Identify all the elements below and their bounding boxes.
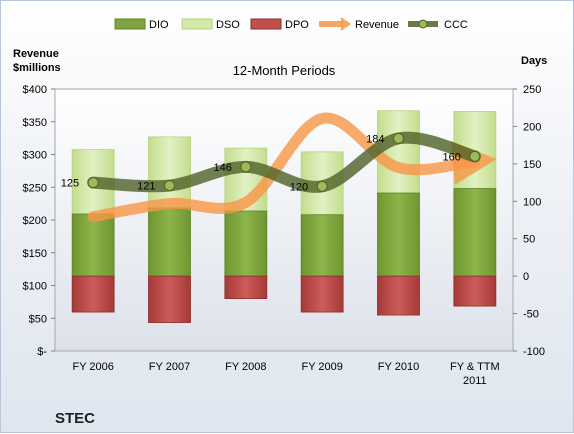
legend-label: DPO	[285, 19, 309, 31]
category-axis: FY 2006 FY 2007 FY 2008 FY 2009 FY 2010 FY & …	[72, 361, 499, 387]
ccc-point	[469, 150, 481, 162]
left-tick-label: $250	[23, 182, 47, 194]
left-tick-label: $200	[23, 215, 47, 227]
right-tick-label: 250	[523, 84, 541, 96]
left-axis: $- $50 $100 $150 $200 $250 $300 $350 $400	[23, 84, 55, 358]
legend-marker	[418, 19, 428, 29]
left-tick-label: $350	[23, 117, 47, 129]
category-label: FY & TTM	[450, 361, 500, 373]
dio-bar	[377, 192, 420, 277]
right-tick-label: 0	[523, 271, 529, 283]
ccc-point	[87, 177, 99, 189]
ccc-data-label: 146	[213, 162, 231, 174]
plot-area	[54, 88, 514, 352]
company-label: STEC	[55, 410, 95, 427]
legend: DIO DSO DPO Revenue CCC	[114, 17, 468, 31]
category-label: FY 2010	[378, 361, 419, 373]
category-label: FY 2006	[72, 361, 113, 373]
ccc-point	[393, 132, 404, 144]
revenue-series	[87, 112, 497, 223]
right-axis: -100 -50 0 50 100 150 200 250	[513, 84, 545, 358]
dio-bar	[224, 210, 268, 277]
legend-label: Revenue	[355, 19, 399, 31]
dpo-bar	[300, 275, 344, 313]
legend-swatch	[181, 18, 213, 30]
right-tick-label: -50	[523, 309, 539, 321]
dpo-bar	[453, 275, 497, 307]
ccc-point	[240, 161, 252, 173]
right-tick-label: 50	[523, 234, 535, 246]
dso-bar	[148, 136, 191, 209]
right-tick-label: 150	[523, 159, 541, 171]
dio-bar	[71, 213, 115, 277]
ccc-data-label: 120	[290, 181, 308, 193]
right-tick-label: -100	[523, 346, 545, 358]
category-label: FY 2007	[149, 361, 190, 373]
category-label: 2011	[463, 375, 487, 387]
dso-bar	[377, 110, 420, 194]
left-tick-label: $400	[23, 84, 47, 96]
legend-label: CCC	[444, 19, 468, 31]
left-tick-label: $300	[23, 150, 47, 162]
ccc-data-label: 121	[137, 181, 155, 193]
right-tick-label: 200	[523, 121, 541, 133]
left-tick-label: $150	[23, 248, 47, 260]
left-tick-label: $50	[29, 313, 47, 325]
dpo-bar	[71, 275, 115, 313]
left-axis-title-line1: Revenue	[13, 48, 59, 60]
dio-bar	[300, 214, 344, 277]
left-tick-label: $-	[37, 346, 47, 358]
legend-arrow-head	[341, 17, 351, 31]
ccc-data-label: 160	[442, 151, 460, 163]
dpo-bar	[148, 275, 191, 323]
right-tick-label: 100	[523, 196, 541, 208]
legend-swatch	[114, 18, 146, 30]
left-tick-label: $100	[23, 281, 47, 293]
dio-bar	[148, 207, 191, 277]
right-axis-title: Days	[521, 55, 547, 67]
legend-swatch	[250, 18, 282, 30]
legend-label: DSO	[216, 19, 240, 31]
category-label: FY 2009	[301, 361, 342, 373]
dio-bar	[453, 188, 497, 277]
dpo-bar	[224, 275, 268, 299]
left-axis-title-line2: $millions	[13, 62, 61, 74]
category-label: FY 2008	[225, 361, 266, 373]
ccc-point	[164, 180, 175, 192]
ccc-series: 125 121 146 120 184 160	[61, 131, 481, 193]
legend-label: DIO	[149, 19, 169, 31]
ccc-point	[316, 180, 328, 192]
chart-title: 12-Month Periods	[233, 63, 336, 78]
revenue-line	[87, 112, 497, 223]
dpo-bar	[377, 275, 420, 316]
ccc-data-label: 184	[366, 133, 384, 145]
ccc-data-label: 125	[61, 178, 79, 190]
